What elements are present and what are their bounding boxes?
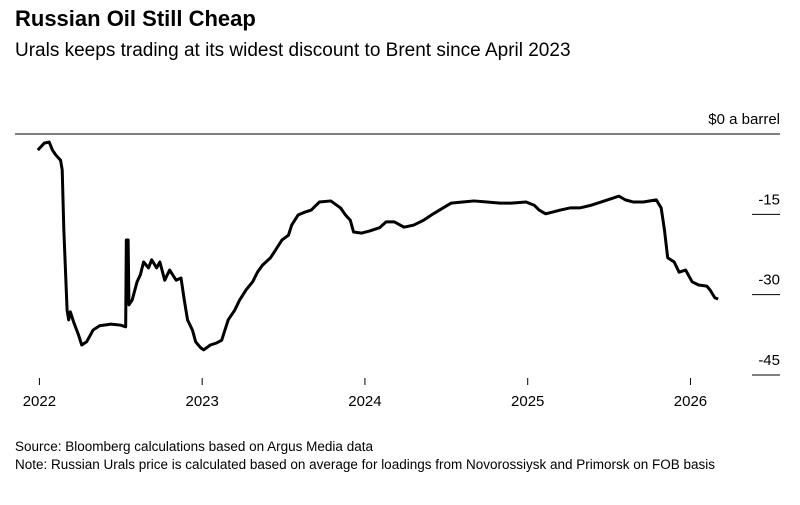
chart-subtitle: Urals keeps trading at its widest discou… (15, 40, 571, 61)
data-line (36, 140, 719, 352)
x-tick-label: 2022 (23, 393, 56, 410)
note: Note: Russian Urals price is calculated … (15, 457, 716, 472)
y-tick-label: $0 a barrel (708, 111, 780, 128)
y-tick-label: -45 (758, 352, 780, 369)
x-tick-label: 2026 (674, 393, 707, 410)
y-tick-label: -30 (758, 272, 780, 289)
x-tick-label: 2025 (511, 393, 544, 410)
x-tick-label: 2023 (185, 393, 218, 410)
y-tick-label: -15 (758, 191, 780, 208)
source: Source: Bloomberg calculations based on … (15, 439, 373, 454)
chart-title: Russian Oil Still Cheap (15, 6, 256, 31)
x-tick-label: 2024 (348, 393, 381, 410)
